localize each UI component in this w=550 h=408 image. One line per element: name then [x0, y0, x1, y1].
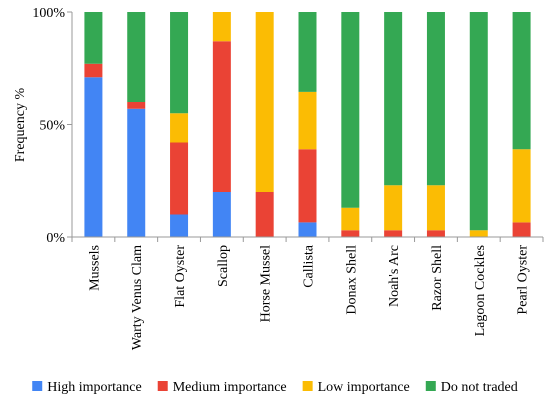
bar-segment-2-1: [84, 63, 103, 78]
legend: High importance Medium importance Low impo…: [32, 380, 518, 395]
legend-label-4: Do not traded: [441, 380, 518, 395]
bar-segment-3-8: [384, 185, 403, 231]
legend-swatch-3: [302, 381, 313, 391]
bar-segment-3-5: [255, 12, 274, 192]
x-category-label: Lagoon Cockles: [473, 245, 488, 336]
bar-segment-3-10: [469, 230, 488, 237]
x-category-label: Flat Oyster: [173, 245, 188, 308]
bar-segment-1-6: [298, 222, 317, 238]
bar-segment-1-4: [212, 192, 231, 237]
bar-segment-4-9: [426, 12, 445, 186]
legend-label-1: High importance: [47, 380, 141, 395]
y-tick-label: 50%: [39, 119, 65, 134]
bar-segment-3-4: [212, 12, 231, 42]
bar-segment-3-3: [170, 113, 189, 143]
y-tick-label: 0%: [46, 231, 65, 246]
x-category-label: Warty Venus Clam: [130, 245, 145, 350]
x-category-label: Horse Mussel: [259, 245, 274, 322]
x-category-label: Donax Shell: [344, 245, 359, 315]
legend-label-2: Medium importance: [173, 380, 287, 395]
bar-segment-3-7: [341, 207, 360, 231]
bar-segment-3-9: [426, 185, 445, 231]
bar-segment-2-4: [212, 41, 231, 192]
bar-segment-2-6: [298, 149, 317, 223]
x-category-label: Noah's Arc: [387, 245, 402, 307]
x-category-label: Mussels: [87, 245, 102, 291]
x-category-label: Pearl Oyster: [516, 245, 531, 315]
bar-segment-2-8: [384, 230, 403, 237]
bar-segment-3-11: [512, 149, 531, 223]
legend-swatch-4: [425, 381, 436, 391]
bar-segment-1-2: [127, 108, 146, 237]
bar-segment-1-1: [84, 77, 103, 237]
bar-segment-4-8: [384, 12, 403, 186]
bar-segment-2-11: [512, 222, 531, 238]
bar-segment-4-2: [127, 12, 146, 102]
y-axis-title: Frequency %: [13, 88, 28, 163]
bar-segment-3-6: [298, 91, 317, 150]
x-category-label: Razor Shell: [430, 245, 445, 311]
x-category-label: Scallop: [216, 245, 231, 287]
legend-swatch-1: [32, 381, 43, 391]
bars-layer: [84, 12, 531, 238]
x-category-label: Callista: [302, 244, 317, 288]
bar-segment-2-9: [426, 230, 445, 237]
bar-segment-4-10: [469, 12, 488, 231]
bar-segment-2-7: [341, 230, 360, 237]
axes-layer: 0% 50% 100% Mussels Warty Venus Clam Flat Oys…: [32, 6, 544, 350]
bar-segment-1-3: [170, 214, 189, 237]
legend-swatch-2: [157, 381, 168, 391]
y-tick-label: 100%: [32, 6, 65, 21]
bar-segment-4-11: [512, 12, 531, 150]
bar-segment-4-3: [170, 12, 189, 114]
bar-segment-4-7: [341, 12, 360, 208]
bar-segment-4-1: [84, 12, 103, 64]
legend-label-3: Low importance: [318, 380, 410, 395]
bar-segment-2-2: [127, 102, 146, 109]
bar-segment-2-5: [255, 192, 274, 237]
bar-segment-4-6: [298, 12, 317, 92]
bar-segment-2-3: [170, 142, 189, 215]
